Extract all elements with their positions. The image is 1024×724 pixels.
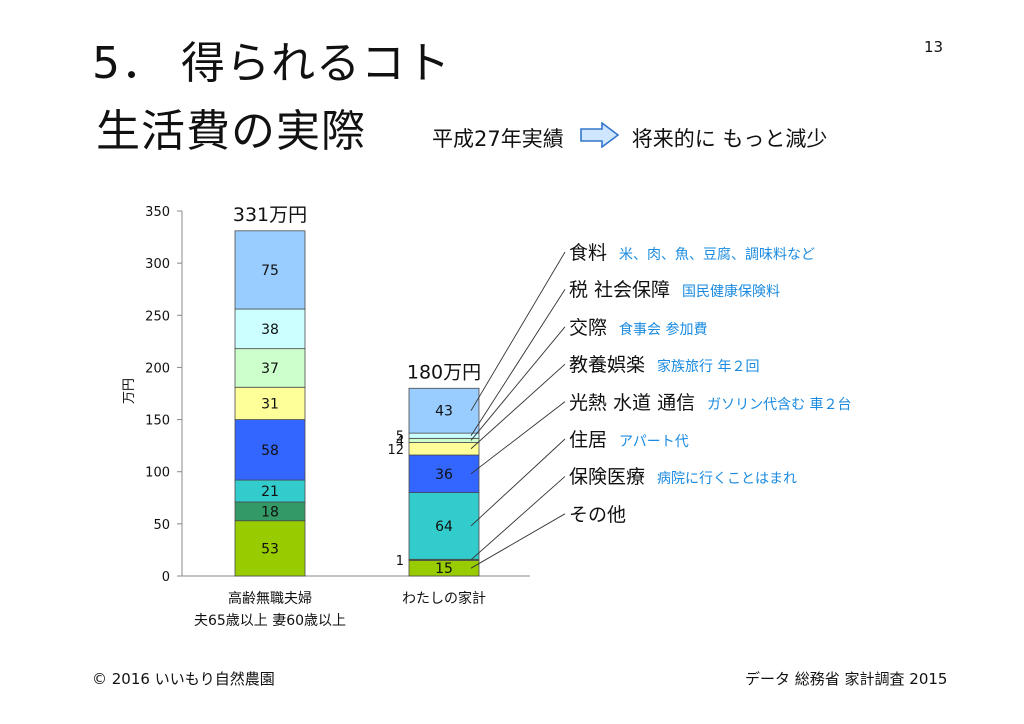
legend-leader-line	[470, 363, 566, 450]
segment-value-label: 18	[261, 504, 279, 520]
legend-label: 住居	[569, 429, 608, 451]
y-tick-label: 50	[153, 518, 170, 533]
legend-item: 住居 アパート代	[569, 425, 689, 452]
slide-title: 5． 得られるコト	[92, 38, 451, 89]
y-tick-label: 0	[162, 570, 170, 585]
segment-value-label: 4	[396, 434, 404, 449]
legend-label: 税 社会保障	[569, 279, 671, 302]
category-sublabel: 夫65歳以上 妻60歳以上	[194, 613, 346, 629]
segment-value-label: 15	[435, 561, 453, 577]
slide-subtitle-heading: 生活費の実際	[96, 106, 366, 157]
legend-item: 教養娯楽 家族旅行 年２回	[569, 350, 759, 377]
segment-value-label: 12	[387, 443, 404, 458]
bar-total-label: 331万円	[233, 204, 307, 226]
legend-note: 米、肉、魚、豆腐、調味料など	[619, 247, 816, 263]
legend-note: 家族旅行 年２回	[657, 359, 760, 376]
legend-leader-line	[470, 401, 566, 475]
legend-label: その他	[569, 503, 627, 526]
bar-segment	[234, 308, 306, 350]
y-tick-label: 100	[145, 466, 170, 481]
legend-item: その他	[569, 500, 626, 527]
bar-segment	[234, 419, 306, 481]
legend-leader-line	[470, 251, 566, 411]
y-tick-label: 350	[145, 205, 170, 220]
legend-leader-line	[470, 438, 566, 527]
legend-label: 保険医療	[569, 466, 646, 489]
legend-label: 食料	[569, 242, 608, 264]
bar-segment	[408, 492, 480, 560]
copyright-text: © 2016 いいもり自然農園	[92, 670, 275, 688]
segment-value-label: 31	[261, 396, 279, 412]
y-tick-label: 300	[145, 257, 170, 272]
legend-leader-line	[470, 476, 566, 561]
bar-segment	[408, 442, 480, 456]
legend-note: ガソリン代含む 車２台	[707, 396, 852, 413]
legend-item: 税 社会保障 国民健康保険料	[569, 275, 780, 302]
y-axis-label: 万円	[122, 378, 137, 404]
bar-segment	[234, 230, 306, 310]
segment-value-label: 36	[435, 467, 453, 483]
caption-future: 将来的に もっと減少	[631, 126, 828, 151]
legend-leader-line	[470, 326, 566, 441]
legend-item: 光熱 水道 通信 ガソリン代含む 車２台	[569, 388, 852, 415]
bar-total-label: 180万円	[407, 361, 481, 383]
bar-segment	[408, 432, 480, 439]
bar-segment	[234, 520, 306, 577]
legend-item: 食料 米、肉、魚、豆腐、調味料など	[569, 238, 815, 265]
legend-note: 国民健康保険料	[682, 284, 781, 301]
y-tick-label: 200	[145, 361, 170, 376]
segment-value-label: 75	[261, 263, 279, 279]
legend-item: 保険医療 病院に行くことはまれ	[569, 462, 797, 489]
legend-item: 交際 食事会 参加費	[569, 313, 707, 340]
caption-current: 平成27年実績	[432, 126, 564, 151]
legend-leader-line	[470, 513, 566, 569]
legend-note: アパート代	[619, 434, 689, 450]
bar-segment	[234, 348, 306, 388]
legend-label: 教養娯楽	[569, 354, 646, 377]
bar-segment	[408, 437, 480, 443]
segment-value-label: 64	[435, 519, 453, 535]
legend-note: 病院に行くことはまれ	[657, 471, 798, 488]
legend-label: 光熱 水道 通信	[569, 391, 696, 414]
y-tick-label: 150	[145, 414, 170, 429]
segment-value-label: 53	[261, 541, 279, 557]
segment-value-label: 5	[396, 430, 404, 445]
segment-value-label: 43	[435, 404, 453, 420]
page-number: 13	[924, 38, 944, 56]
segment-value-label: 38	[261, 322, 279, 338]
data-source-text: データ 総務省 家計調査 2015	[745, 670, 948, 688]
segment-value-label: 37	[261, 361, 279, 377]
segment-value-label: 21	[261, 484, 279, 500]
segment-value-label: 1	[396, 554, 404, 569]
category-label: わたしの家計	[402, 590, 486, 607]
segment-value-label: 58	[261, 443, 279, 459]
legend-note: 食事会 参加費	[619, 321, 708, 338]
bar-segment	[408, 387, 480, 434]
y-tick-label: 250	[145, 309, 170, 324]
right-arrow-icon	[579, 121, 620, 153]
legend-leader-line	[470, 289, 566, 436]
legend-label: 交際	[569, 316, 608, 339]
comparison-caption: 平成27年実績 将来的に もっと減少	[432, 121, 828, 153]
category-label: 高齢無職夫婦	[228, 590, 312, 607]
